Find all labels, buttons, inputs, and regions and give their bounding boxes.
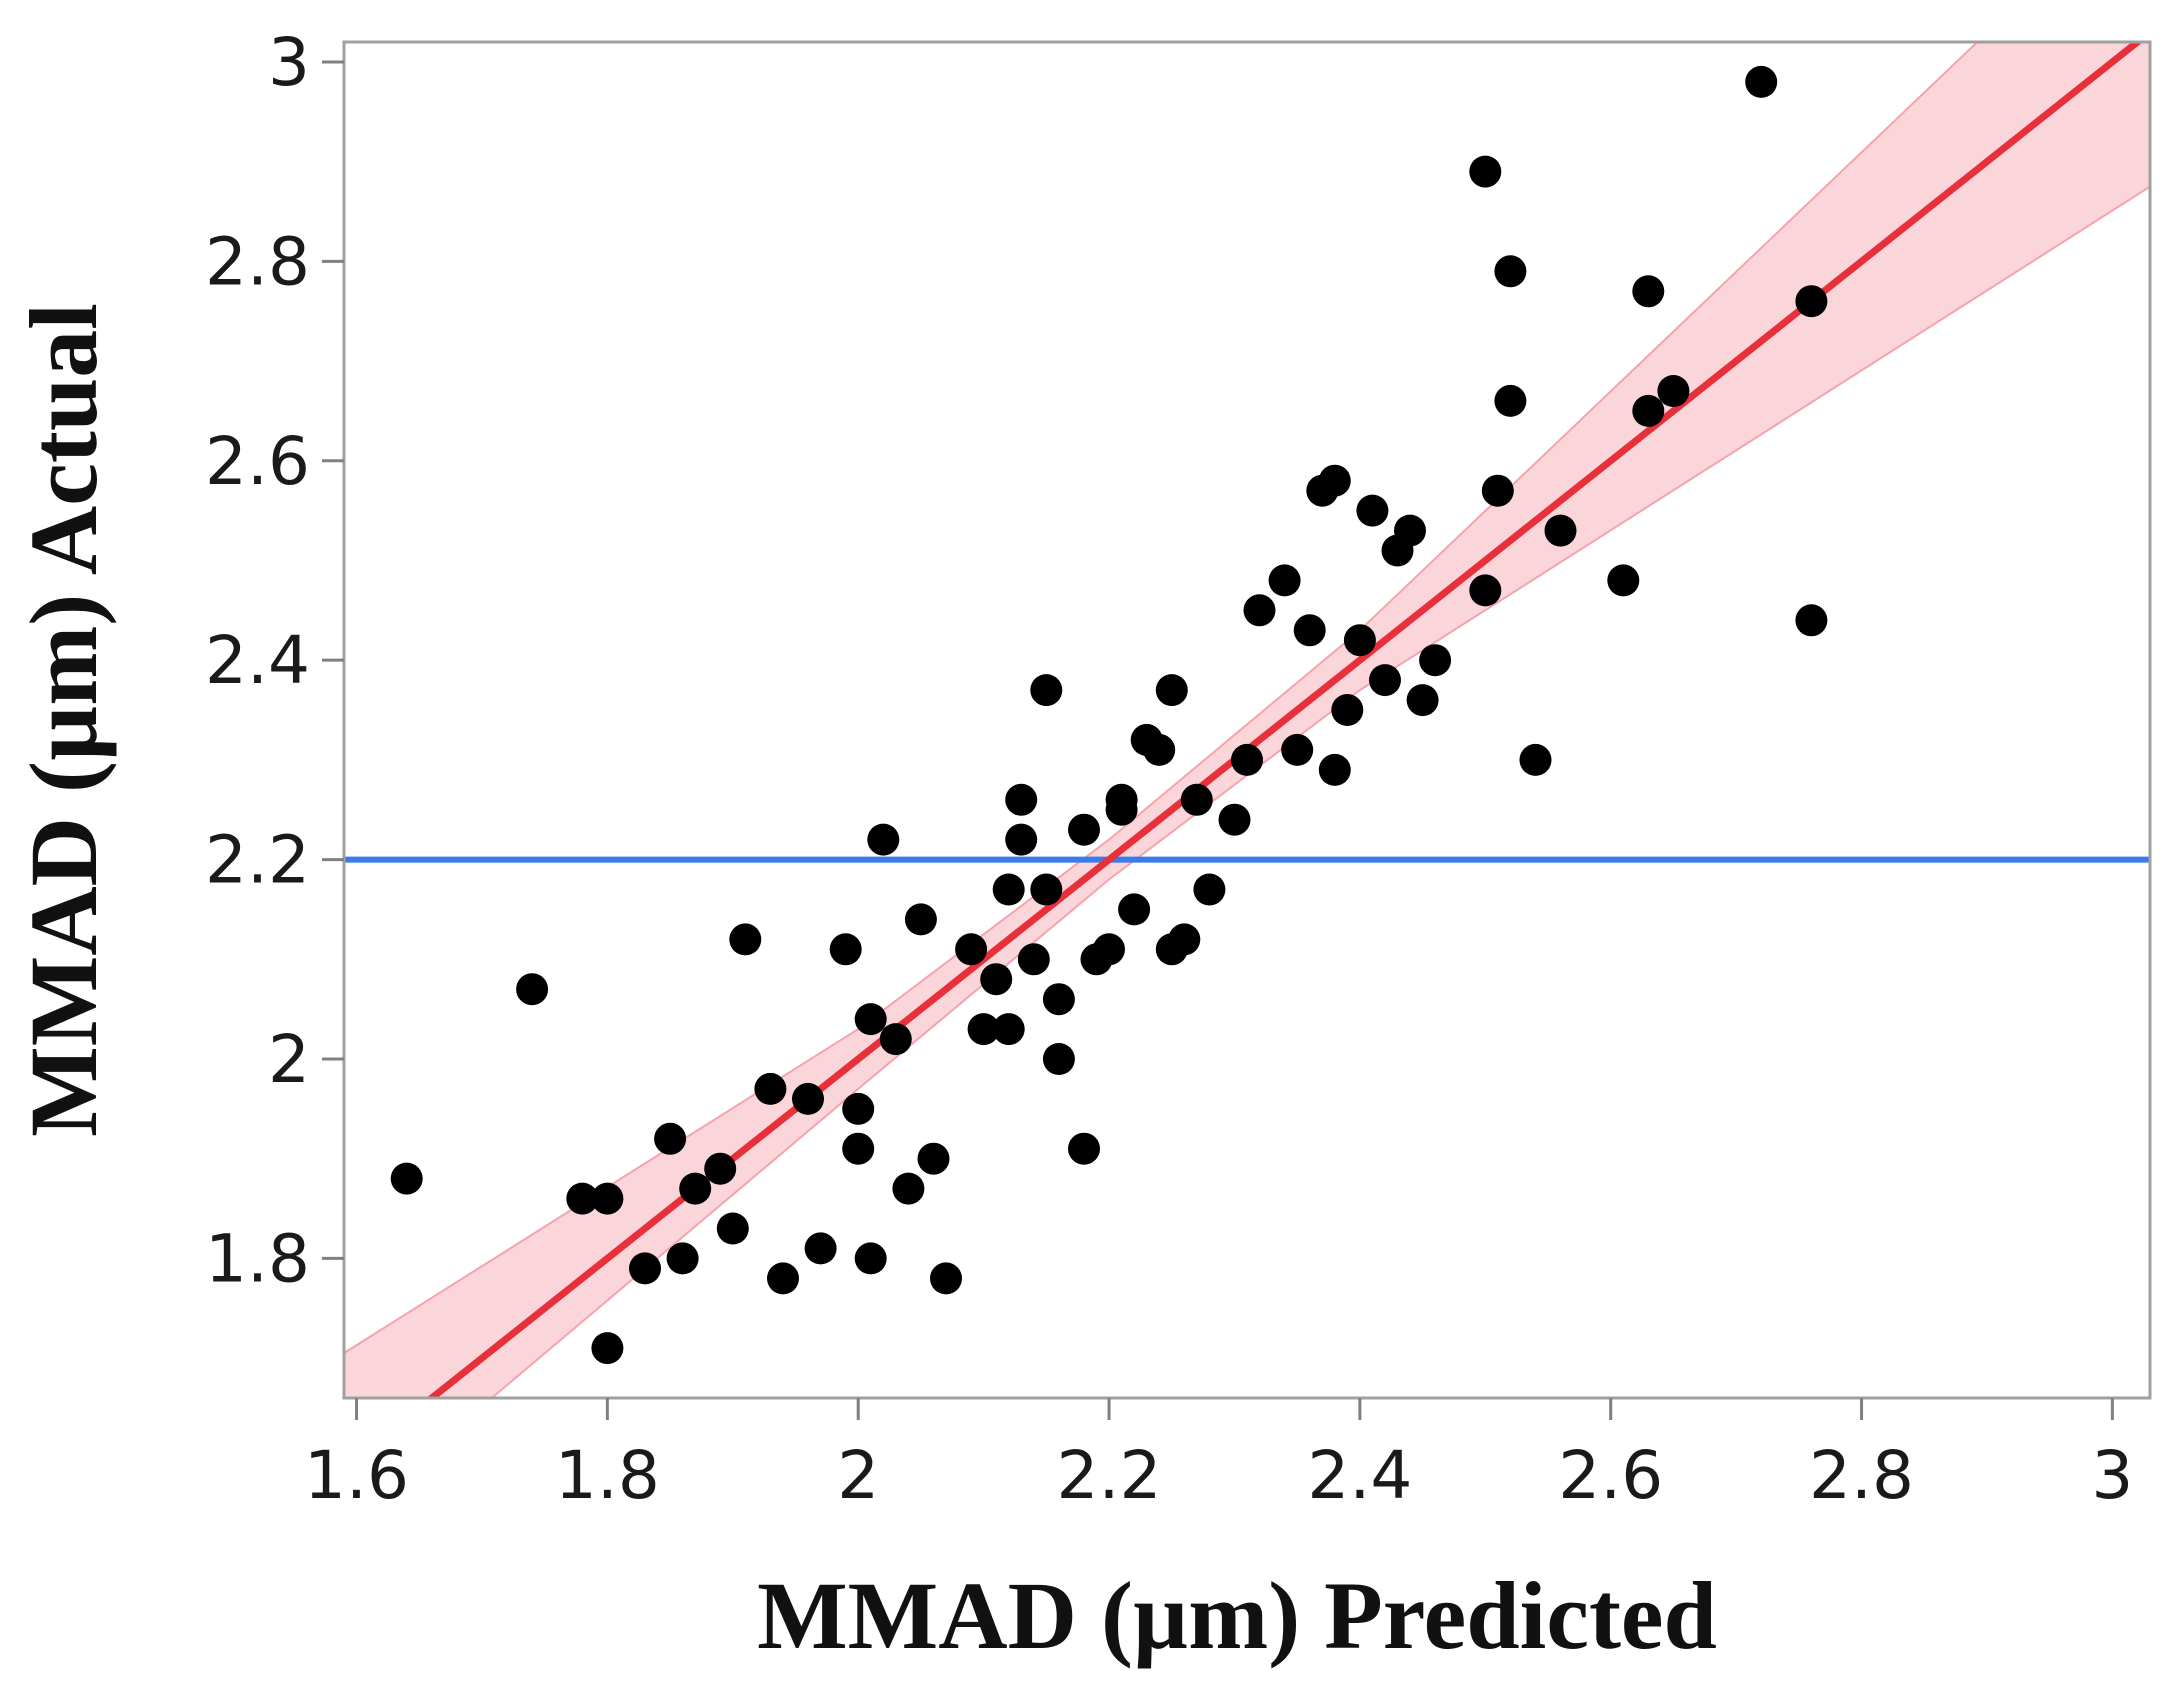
data-point	[1042, 983, 1075, 1016]
data-point	[829, 933, 862, 966]
data-point	[992, 1013, 1025, 1046]
data-point	[1356, 494, 1389, 527]
data-point	[1231, 743, 1263, 776]
data-point	[1180, 783, 1213, 816]
y-tick-label: 3	[268, 24, 310, 101]
data-point	[1607, 564, 1640, 597]
x-tick-label: 3	[2091, 1437, 2133, 1514]
data-point	[1394, 514, 1426, 547]
data-point	[1268, 564, 1301, 597]
confidence-band	[344, 42, 2150, 1398]
data-point	[992, 873, 1025, 906]
data-point	[879, 1023, 912, 1056]
data-point	[854, 1003, 887, 1036]
data-point	[1168, 923, 1201, 956]
data-point	[629, 1252, 661, 1285]
data-point	[1469, 155, 1502, 188]
y-axis-title: MMAD (µm) Actual	[10, 303, 117, 1137]
data-point	[1494, 384, 1527, 417]
data-point	[1005, 823, 1038, 856]
data-point	[654, 1122, 687, 1155]
data-point	[892, 1172, 925, 1205]
data-point	[1243, 594, 1276, 627]
data-point	[1281, 733, 1314, 766]
data-point	[1017, 943, 1050, 976]
data-point	[1632, 275, 1665, 308]
x-axis-title: MMAD (µm) Predicted	[757, 1562, 1717, 1669]
data-point	[1042, 1043, 1075, 1075]
data-point	[842, 1092, 875, 1125]
x-tick-label: 2.6	[1558, 1437, 1663, 1514]
data-point	[930, 1262, 962, 1295]
x-tick-label: 2	[837, 1437, 879, 1514]
x-tick-label: 2.4	[1307, 1437, 1412, 1514]
data-point	[867, 823, 900, 856]
data-point	[1218, 803, 1251, 836]
data-point	[904, 903, 937, 936]
y-tick-label: 2.8	[205, 223, 310, 300]
data-point	[1544, 514, 1577, 547]
data-point	[980, 963, 1013, 996]
data-point	[716, 1212, 749, 1245]
data-point	[1331, 694, 1364, 726]
data-point	[1632, 394, 1665, 427]
data-point	[804, 1232, 837, 1265]
data-point	[729, 923, 762, 956]
plot-frame	[342, 40, 2152, 1400]
data-point	[792, 1082, 824, 1115]
data-point	[767, 1262, 799, 1295]
data-point	[1105, 783, 1138, 816]
y-tick-label: 2	[268, 1021, 310, 1098]
data-point	[955, 933, 988, 966]
data-point	[591, 1332, 624, 1365]
data-point	[1657, 375, 1690, 407]
data-point	[566, 1182, 599, 1215]
data-point	[967, 1013, 1000, 1046]
data-point	[1481, 474, 1514, 507]
data-point	[1318, 464, 1351, 497]
data-point	[917, 1142, 950, 1175]
data-point	[1293, 614, 1326, 647]
data-point	[516, 973, 549, 1006]
data-point	[1795, 285, 1828, 318]
y-tick-label: 1.8	[205, 1220, 310, 1297]
data-point	[390, 1162, 423, 1195]
y-tick-label: 2.2	[205, 822, 310, 899]
data-point	[1494, 255, 1527, 288]
data-point	[1419, 644, 1452, 677]
data-point	[1745, 65, 1778, 98]
data-point	[754, 1072, 787, 1105]
y-tick-label: 2.6	[205, 423, 310, 500]
x-tick-label: 2.8	[1809, 1437, 1914, 1514]
data-point	[1068, 813, 1100, 846]
y-tick-label: 2.4	[205, 622, 310, 699]
data-point	[1143, 733, 1176, 766]
data-point	[1343, 624, 1376, 657]
data-point	[591, 1182, 624, 1215]
data-point	[1005, 783, 1038, 816]
x-tick-label: 2.2	[1057, 1437, 1162, 1514]
data-point	[1030, 873, 1063, 906]
data-point	[842, 1132, 875, 1165]
data-point	[1068, 1132, 1100, 1165]
data-point	[1469, 574, 1502, 607]
data-point	[1193, 873, 1226, 906]
data-point	[666, 1242, 699, 1275]
data-point	[854, 1242, 887, 1275]
data-point	[1030, 674, 1063, 707]
data-point	[704, 1152, 737, 1185]
data-point	[679, 1172, 712, 1205]
data-point	[1406, 684, 1439, 717]
data-point	[1369, 664, 1401, 697]
data-point	[1795, 604, 1828, 637]
data-point	[1519, 743, 1552, 776]
data-point	[1318, 753, 1351, 786]
data-point	[1093, 933, 1125, 966]
x-tick-label: 1.8	[555, 1437, 660, 1514]
x-tick-label: 1.6	[304, 1437, 409, 1514]
data-point	[1118, 893, 1151, 926]
data-point	[1155, 674, 1188, 707]
